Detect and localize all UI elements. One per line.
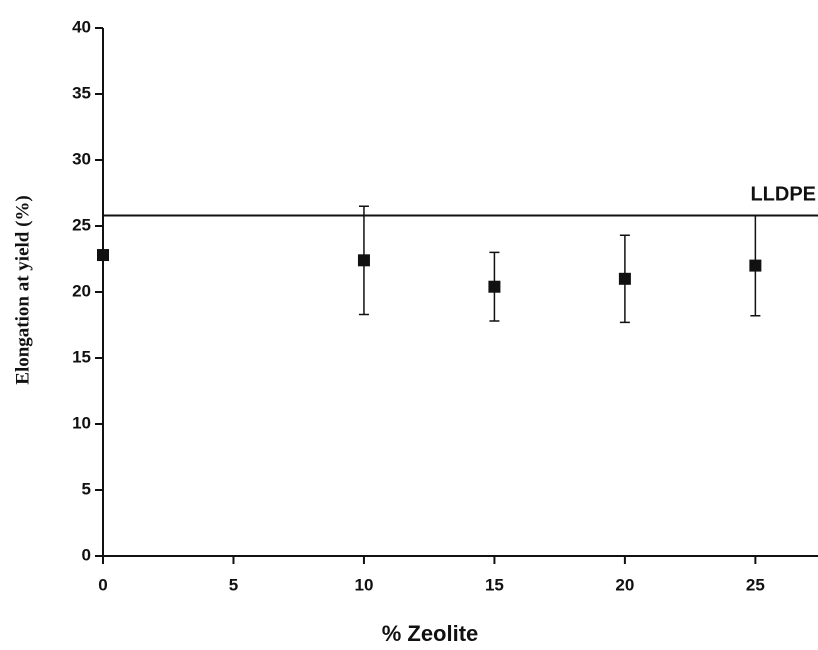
reference-label: LLDPE (750, 184, 816, 206)
y-tick-label: 35 (72, 83, 91, 102)
x-tick-label: 15 (485, 575, 504, 594)
x-tick-label: 20 (615, 575, 634, 594)
x-axis-label: % Zeolite (382, 621, 479, 646)
y-tick-label: 0 (82, 545, 91, 564)
point (749, 259, 762, 272)
point (357, 254, 370, 267)
point (488, 280, 501, 293)
y-tick-label: 5 (82, 479, 91, 498)
x-tick-label: 5 (229, 575, 238, 594)
point (97, 249, 109, 262)
x-tick-label: 10 (354, 575, 373, 594)
y-tick-label: 15 (72, 347, 91, 366)
y-tick-label: 40 (72, 17, 91, 36)
y-axis-label: Elongation at yield (%) (12, 195, 33, 384)
y-tick-label: 30 (72, 149, 91, 168)
point (618, 272, 631, 285)
x-tick-label: 0 (98, 575, 107, 594)
y-tick-label: 25 (72, 215, 91, 234)
x-tick-label: 25 (746, 575, 765, 594)
y-tick-label: 10 (72, 413, 91, 432)
y-tick-label: 20 (72, 281, 91, 300)
